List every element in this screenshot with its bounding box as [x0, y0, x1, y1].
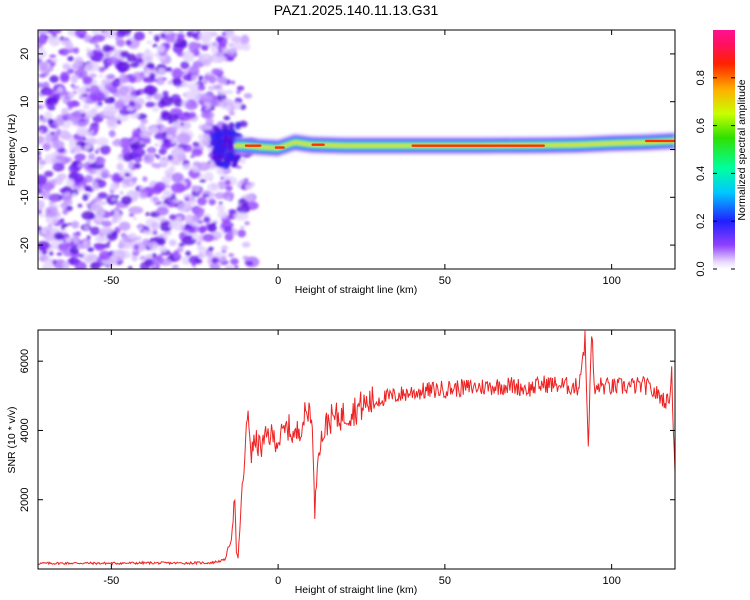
colorbar-tick-label: 0.4 — [695, 166, 707, 181]
spectrogram-ytick-label: -10 — [19, 189, 31, 205]
colorbar-label: Normalized spectral amplitude — [736, 79, 748, 220]
colorbar-gradient — [713, 30, 735, 269]
spectrogram-ylabel: Frequency (Hz) — [6, 114, 18, 186]
ridge-core — [644, 139, 675, 143]
snr-xtick-label: -50 — [103, 575, 119, 587]
spectrogram-xlabel: Height of straight line (km) — [295, 284, 418, 296]
colorbar: 0.0 0.2 0.4 0.6 0.8 Normalized spectral ampl… — [695, 30, 748, 277]
colorbar-tick-label: 0.6 — [695, 118, 707, 133]
spectrogram-ytick-label: -20 — [19, 237, 31, 253]
ridge-core — [411, 144, 545, 147]
spectrogram-ytick-label: 0 — [19, 146, 31, 152]
snr-xlabel: Height of straight line (km) — [295, 584, 418, 596]
snr-xtick-label: 50 — [439, 575, 451, 587]
snr-panel: -50 0 50 100 2000 4000 6000 Height of straight… — [6, 329, 676, 596]
snr-xtick-label: 100 — [602, 575, 620, 587]
spectrogram-panel: -50 0 50 100 -20 -10 0 10 20 Height of straight … — [6, 29, 676, 296]
spectrogram-xtick-label: 100 — [602, 275, 620, 287]
snr-ytick-label: 6000 — [19, 349, 31, 373]
ridge-core — [311, 143, 325, 146]
spectrogram-ytick-label: 20 — [19, 48, 31, 60]
snr-ytick-label: 2000 — [19, 487, 31, 511]
ridge-core — [274, 146, 285, 149]
colorbar-tick-label: 0.8 — [695, 70, 707, 85]
spectrogram-ytick-label: 10 — [19, 96, 31, 108]
spectrogram-xtick-label: 0 — [275, 275, 281, 287]
snr-ylabel: SNR (10 * v/v) — [6, 406, 18, 473]
colorbar-tick-label: 0.2 — [695, 214, 707, 229]
snr-ytick-label: 4000 — [19, 418, 31, 442]
noise-speckle — [38, 30, 260, 269]
figure-title: PAZ1.2025.140.11.13.G31 — [274, 2, 439, 18]
snr-frame — [37, 329, 676, 570]
snr-xtick-label: 0 — [275, 575, 281, 587]
spectrogram-xtick-label: 50 — [439, 275, 451, 287]
colorbar-tick-label: 0.0 — [695, 261, 707, 276]
snr-series-line — [38, 330, 675, 566]
spectrogram-xtick-label: -50 — [103, 275, 119, 287]
ridge-core — [244, 144, 262, 147]
